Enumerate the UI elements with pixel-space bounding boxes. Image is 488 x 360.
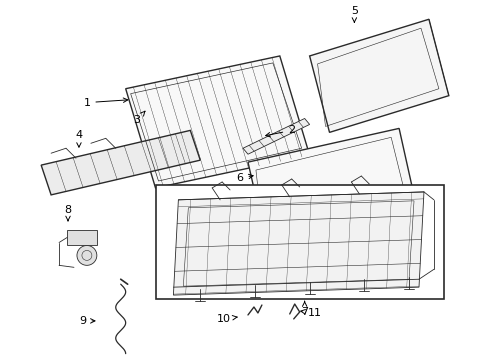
Polygon shape [125, 56, 309, 188]
Polygon shape [173, 192, 423, 295]
Polygon shape [67, 230, 97, 246]
Text: 6: 6 [236, 173, 253, 183]
Polygon shape [247, 129, 418, 249]
Text: 5: 5 [350, 6, 357, 22]
Polygon shape [243, 118, 309, 154]
Text: 1: 1 [83, 98, 127, 108]
Text: 2: 2 [265, 125, 295, 137]
Circle shape [77, 246, 97, 265]
Text: 4: 4 [75, 130, 82, 147]
Polygon shape [309, 19, 448, 132]
Bar [155, 185, 443, 299]
Text: 8: 8 [64, 205, 71, 221]
Polygon shape [41, 130, 200, 195]
Text: 9: 9 [79, 316, 95, 326]
Text: 11: 11 [300, 308, 321, 318]
Text: 7: 7 [301, 301, 307, 317]
Text: 10: 10 [217, 314, 237, 324]
Text: 3: 3 [133, 111, 144, 126]
